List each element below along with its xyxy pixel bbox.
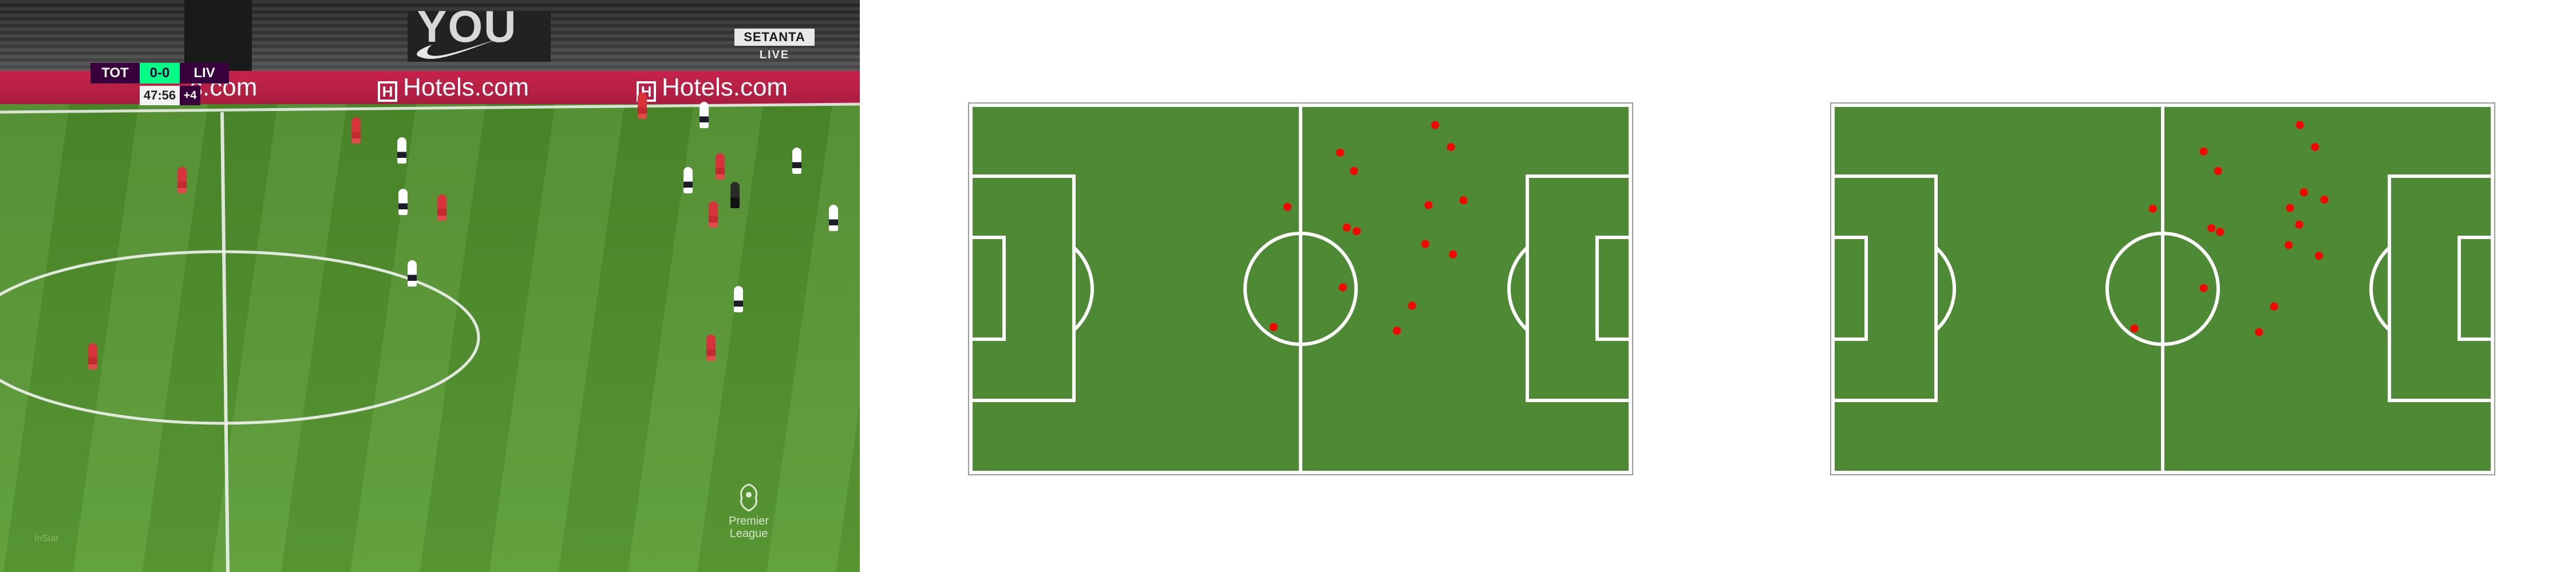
player-dot [2286, 204, 2294, 212]
broadcast-pitch [0, 104, 860, 572]
player-dot [2216, 228, 2225, 236]
player-dot [2130, 324, 2139, 333]
player-home [398, 189, 408, 215]
away-team-abbr: LIV [180, 63, 229, 84]
player-dot [2199, 284, 2208, 292]
player-dot [1449, 250, 1457, 259]
minimap-1-pitch [968, 102, 1633, 475]
lion-crest-icon [740, 483, 757, 512]
player-away [88, 343, 97, 370]
minimap-2 [1830, 102, 2496, 476]
player-dot [2295, 220, 2304, 229]
player-away [716, 153, 725, 180]
broadcaster-live-badge: LIVE [759, 49, 790, 61]
league-logo-line1: Premier [728, 515, 769, 527]
player-dot [2285, 241, 2293, 249]
watermark: InStat [34, 534, 58, 543]
added-time: +4 [180, 86, 200, 105]
home-team-abbr: TOT [90, 63, 140, 84]
match-clock: 47:56 [140, 86, 180, 105]
sponsor-ad-1-text: Hotels.com [403, 73, 530, 101]
nike-swoosh-icon [417, 39, 498, 59]
player-dot [2270, 302, 2278, 311]
sponsor-ad-1: H Hotels.com [378, 71, 529, 104]
minimap-2-pitch [1830, 102, 2495, 475]
player-dot [1269, 323, 1278, 331]
player-home [408, 260, 417, 287]
player-away [351, 117, 361, 144]
sponsor-ad-2-text: Hotels.com [662, 73, 788, 101]
player-home [734, 286, 743, 312]
player-home [700, 102, 709, 128]
player-dot [1342, 223, 1351, 232]
player-dot [1338, 283, 1347, 292]
player-dot [1459, 196, 1468, 205]
player-dot [1393, 327, 1401, 335]
broadcast-frame: YOU SETANTA LIVE s.com H Hotels.com H Hote… [0, 0, 860, 572]
league-logo: Premier League [726, 483, 772, 540]
pitch-markings [1831, 104, 2494, 474]
pitch-markings [969, 104, 1632, 474]
stand-banner-text: YOU [417, 1, 517, 51]
player-dot [1283, 202, 1291, 211]
player-home [829, 205, 838, 231]
match-score: 0-0 [140, 63, 180, 84]
player-dot [2296, 121, 2304, 129]
player-dot [1352, 227, 1361, 236]
player-dot [1350, 166, 1358, 175]
player-away [437, 194, 447, 221]
player-home [397, 137, 406, 164]
player-dot [1421, 240, 1429, 248]
stand-banner: YOU [408, 3, 551, 62]
player-home [683, 167, 693, 193]
player-dot [2320, 195, 2329, 204]
player-away [638, 93, 647, 119]
minimap-1-players [1269, 121, 1468, 335]
player-dot [2199, 147, 2208, 156]
player-dot [1431, 121, 1440, 129]
player-away [177, 167, 187, 193]
player-dot [2315, 252, 2324, 260]
tunnel-shadow [184, 0, 252, 73]
player-dot [1408, 301, 1416, 310]
league-logo-line2: League [729, 527, 768, 540]
broadcaster-name: SETANTA [734, 29, 815, 46]
minimap-2-players [2130, 121, 2329, 336]
player-dot [2255, 328, 2263, 336]
broadcaster-bug: SETANTA LIVE [734, 29, 815, 63]
player-away [706, 335, 716, 361]
player-dot [2148, 205, 2157, 213]
referee [730, 182, 740, 208]
player-dot [1336, 148, 1345, 157]
hotels-logo-icon: H [378, 81, 397, 102]
sponsor-ad-2: H Hotels.com [637, 71, 788, 104]
player-dot [2207, 224, 2216, 233]
player-dot [1447, 143, 1455, 152]
player-dot [2214, 166, 2222, 175]
player-home [792, 148, 801, 174]
minimap-1 [967, 102, 1634, 476]
player-away [709, 201, 718, 228]
player-dot [2311, 143, 2320, 152]
broadcast-pitch-lines [0, 102, 860, 572]
player-dot [2300, 188, 2308, 197]
player-dot [1424, 201, 1433, 209]
